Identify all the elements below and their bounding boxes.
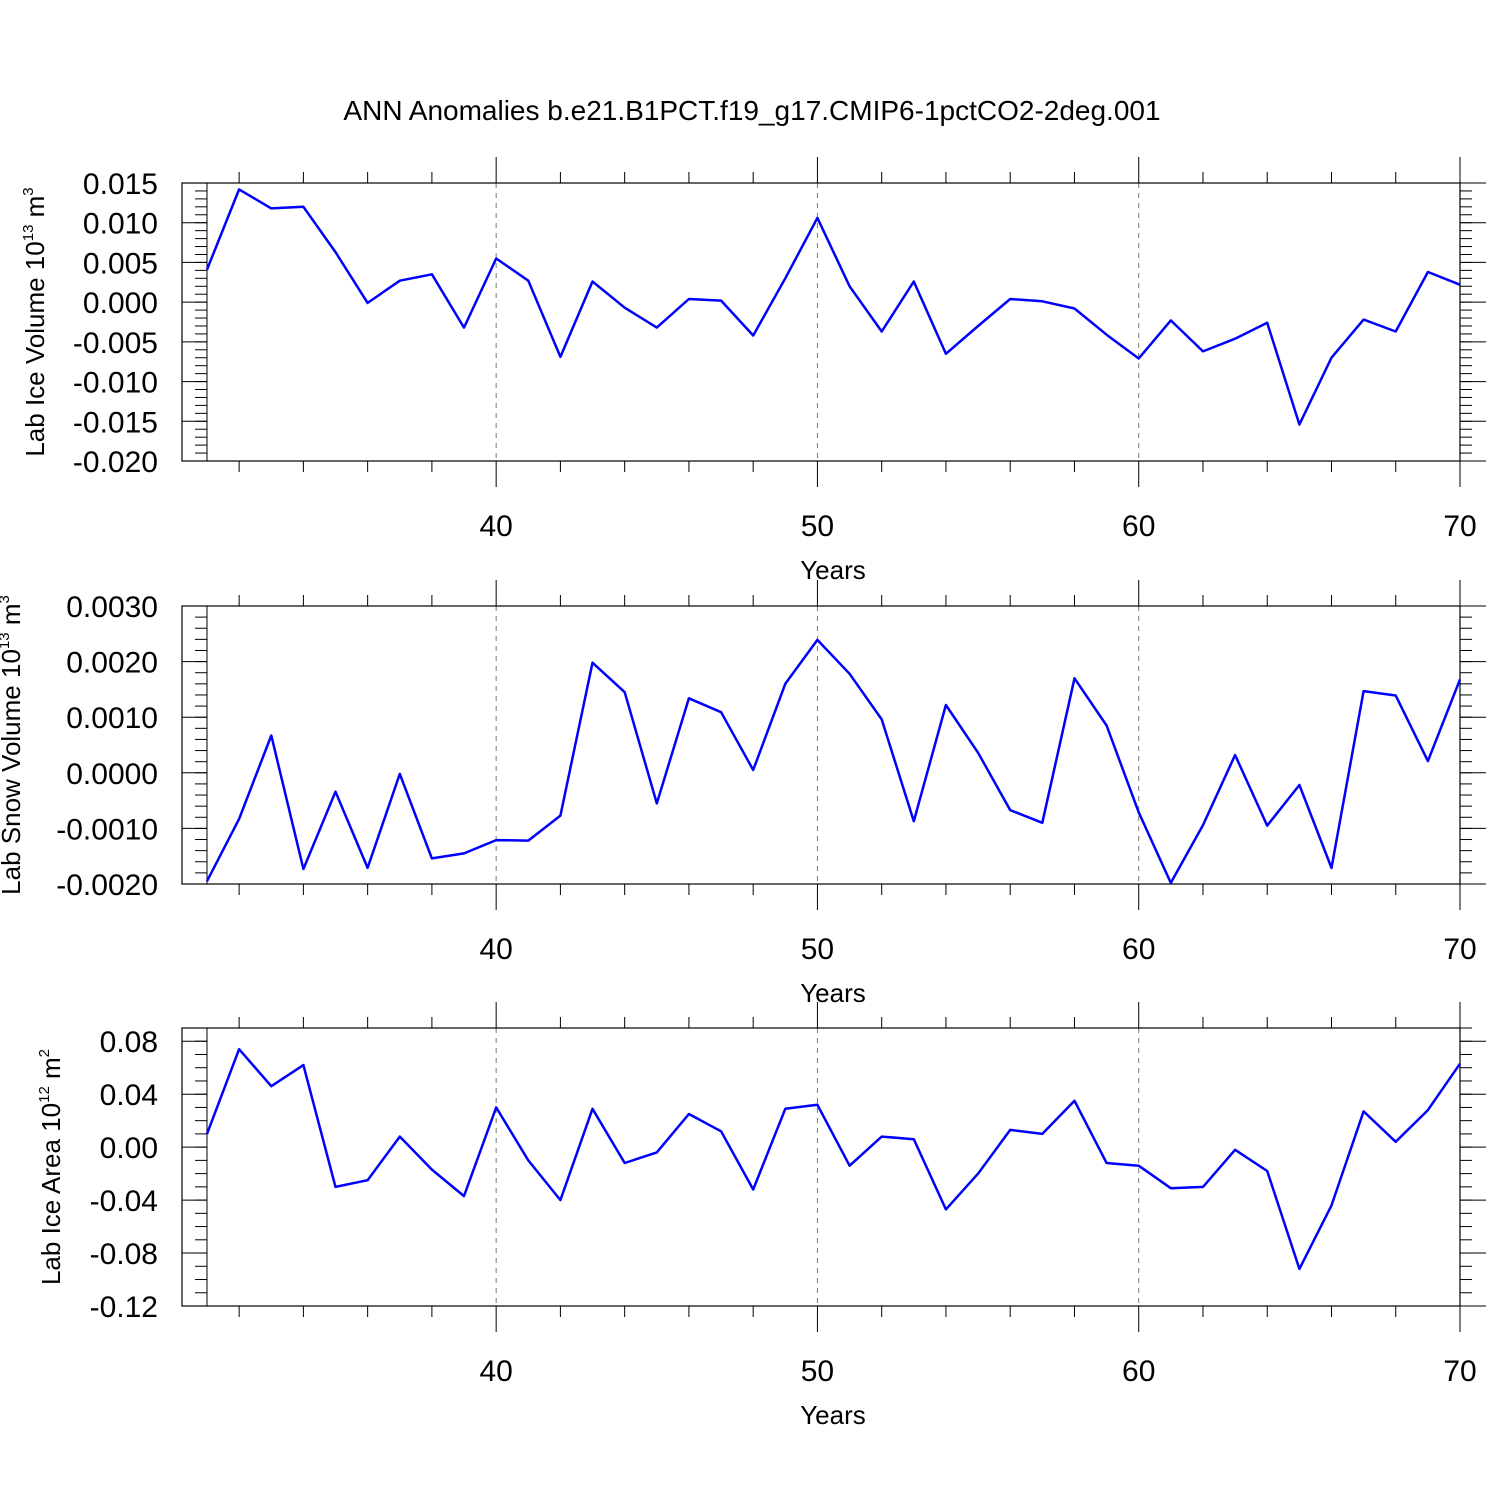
plot-frame xyxy=(181,182,1461,462)
y-label-text: m xyxy=(36,1057,66,1086)
panels: 40 50 60 70 -0.020 -0.015 -0.010 -0.005 0.000 0.0… xyxy=(0,157,1486,1430)
y-tick-label: 0.010 xyxy=(83,208,158,241)
x-tick-label: 40 xyxy=(479,1355,512,1388)
y-tick-label: -0.0010 xyxy=(56,813,158,846)
y-label-superscript: 3 xyxy=(20,187,37,195)
y-tick-label: 0.0010 xyxy=(66,702,158,735)
y-label-superscript: 13 xyxy=(20,225,37,242)
x-axis-label: Years xyxy=(800,978,866,1008)
x-tick-label: 40 xyxy=(479,933,512,966)
x-tick-label: 70 xyxy=(1443,933,1476,966)
y-tick-label: -0.12 xyxy=(90,1291,158,1324)
y-tick-label: 0.0030 xyxy=(66,591,158,624)
series-line xyxy=(205,638,1462,885)
y-tick-label: 0.0020 xyxy=(66,647,158,680)
x-tick-label: 60 xyxy=(1122,1355,1155,1388)
y-tick-label: -0.010 xyxy=(73,367,158,400)
y-tick-label: 0.08 xyxy=(100,1026,158,1059)
series-line xyxy=(205,1047,1462,1271)
y-tick-label: -0.020 xyxy=(73,446,158,479)
y-label-text: m xyxy=(0,604,26,633)
y-tick-label: 0.0000 xyxy=(66,758,158,791)
y-tick-label: -0.015 xyxy=(73,406,158,439)
y-label-superscript: 3 xyxy=(0,595,13,603)
y-axis-label: Lab Snow Volume 1013 m3 xyxy=(0,595,26,895)
x-tick-label: 40 xyxy=(479,510,512,543)
y-label-text: m xyxy=(20,196,50,225)
y-tick-label: -0.04 xyxy=(90,1185,158,1218)
y-label-text: Lab Ice Area 10 xyxy=(36,1103,66,1285)
panel-3: 40 50 60 70 -0.12 -0.08 -0.04 0.00 0.04 0.08 Years… xyxy=(36,1002,1486,1430)
figure-title: ANN Anomalies b.e21.B1PCT.f19_g17.CMIP6-… xyxy=(343,95,1160,126)
plot-frame xyxy=(181,1027,1461,1307)
x-tick-label: 70 xyxy=(1443,510,1476,543)
y-tick-label: -0.0020 xyxy=(56,869,158,902)
y-label-superscript: 2 xyxy=(36,1049,53,1057)
y-tick-label: 0.000 xyxy=(83,287,158,320)
y-tick-label: 0.005 xyxy=(83,247,158,280)
y-axis-label: Lab Ice Area 1012 m2 xyxy=(36,1049,66,1285)
y-tick-label: 0.015 xyxy=(83,168,158,201)
y-axis-label: Lab Ice Volume 1013 m3 xyxy=(20,187,50,456)
x-tick-label: 50 xyxy=(801,510,834,543)
y-label-text: Lab Snow Volume 10 xyxy=(0,649,26,895)
y-tick-label: 0.04 xyxy=(100,1079,158,1112)
y-label-text: Lab Ice Volume 10 xyxy=(20,241,50,456)
y-tick-label: 0.00 xyxy=(100,1132,158,1165)
x-tick-label: 70 xyxy=(1443,1355,1476,1388)
series-line xyxy=(205,188,1461,426)
panel-1: 40 50 60 70 -0.020 -0.015 -0.010 -0.005 0.000 0.0… xyxy=(20,157,1486,585)
y-label-superscript: 12 xyxy=(36,1086,53,1103)
x-axis-label: Years xyxy=(800,1400,866,1430)
y-tick-label: -0.08 xyxy=(90,1238,158,1271)
x-tick-label: 50 xyxy=(801,1355,834,1388)
y-tick-label: -0.005 xyxy=(73,327,158,360)
x-tick-label: 60 xyxy=(1122,510,1155,543)
y-label-superscript: 13 xyxy=(0,632,13,649)
x-axis-label: Years xyxy=(800,555,866,585)
panel-2: 40 50 60 70 -0.0020 -0.0010 0.0000 0.0010 0.0020… xyxy=(0,580,1486,1008)
x-tick-label: 50 xyxy=(801,933,834,966)
plot-frame xyxy=(181,605,1461,885)
x-tick-label: 60 xyxy=(1122,933,1155,966)
